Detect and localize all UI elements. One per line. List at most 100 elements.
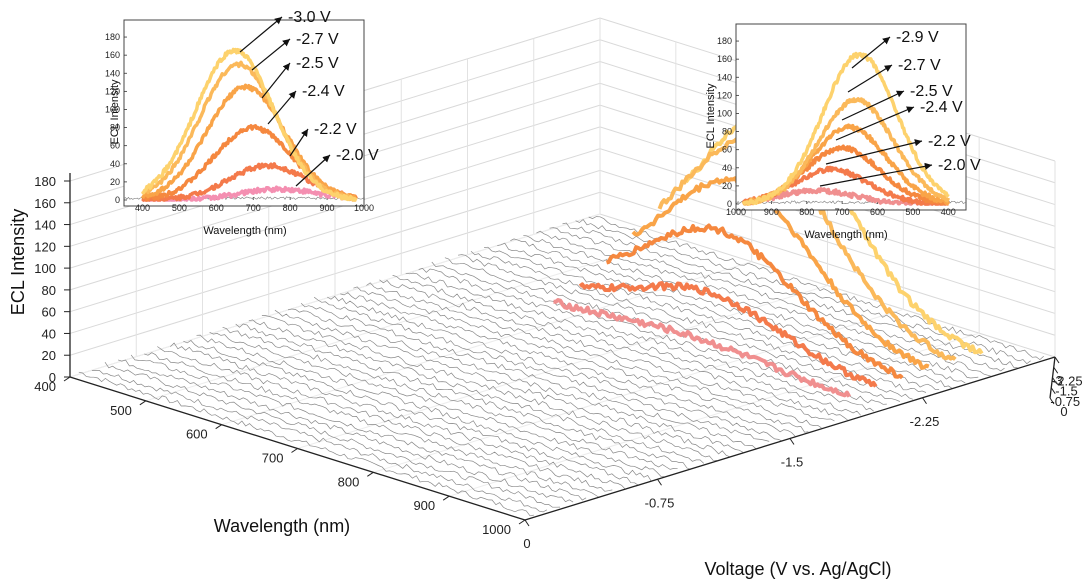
- voltage-label: -2.0 V: [336, 147, 379, 164]
- inset-y-tick-label: 100: [105, 104, 120, 114]
- inset-right-xlabel: Wavelength (nm): [804, 229, 887, 241]
- voltage-tick-label: 0: [1060, 404, 1067, 419]
- baseline-trace: [340, 292, 796, 437]
- baseline-trace: [418, 267, 874, 412]
- inset-series: [742, 51, 950, 206]
- voltage-arrow: [239, 16, 283, 53]
- voltage-tick-mark: [1050, 387, 1056, 395]
- wavelength-tick-mark: [291, 448, 298, 453]
- voltage-label: -2.4 V: [920, 99, 963, 116]
- inset-x-tick-label: 400: [941, 207, 956, 217]
- baseline-noise-layer: [78, 216, 1044, 517]
- wavelength-tick-label: 900: [413, 498, 435, 513]
- inset-y-tick-label: 20: [110, 177, 120, 187]
- z-tick-label: 140: [34, 218, 56, 233]
- voltage-arrow: [841, 90, 905, 121]
- baseline-trace: [170, 342, 626, 490]
- inset-series: [140, 83, 358, 201]
- emission-series: [553, 298, 852, 398]
- voltage-label: -2.2 V: [928, 133, 971, 150]
- inset-right-frame: [735, 23, 967, 211]
- inset-y-tick-label: 120: [105, 86, 120, 96]
- grid-line: [145, 237, 676, 402]
- z-axis-title: ECL Intensity: [8, 209, 28, 315]
- wavelength-tick-label: 400: [34, 379, 56, 394]
- voltage-label: -2.4 V: [302, 83, 345, 100]
- inset-y-tick-label: 0: [727, 199, 732, 209]
- inset-x-tick-label: 900: [320, 203, 335, 213]
- inset-y-tick-label: 140: [105, 68, 120, 78]
- baseline-trace: [366, 282, 822, 429]
- inset-x-tick-label: 500: [905, 207, 920, 217]
- inset-x-tick-label: 800: [283, 203, 298, 213]
- inset-y-tick-label: 40: [722, 163, 732, 173]
- voltage-tick-mark: [789, 438, 795, 445]
- baseline-trace: [144, 352, 600, 498]
- voltage-tick-mark: [1049, 397, 1055, 405]
- voltage-tick-mark: [1052, 377, 1057, 384]
- inset-y-tick-label: 40: [110, 159, 120, 169]
- inset-y-tick-label: 120: [717, 90, 732, 100]
- inset-y-tick-label: 80: [722, 127, 732, 137]
- inset-y-tick-label: 180: [717, 36, 732, 46]
- baseline-trace: [327, 295, 783, 442]
- baseline-trace: [287, 308, 744, 453]
- wavelength-tick-label: 500: [110, 403, 132, 418]
- voltage-arrow: [851, 36, 891, 69]
- baseline-trace: [274, 309, 731, 458]
- emission-series: [631, 176, 930, 370]
- baseline-trace: [209, 331, 665, 478]
- baseline-trace: [235, 323, 691, 470]
- series-layer: [553, 106, 984, 398]
- voltage-label: -2.2 V: [314, 121, 357, 138]
- inset-x-tick-label: 1000: [726, 207, 746, 217]
- wavelength-tick-mark: [442, 495, 450, 501]
- inset-y-tick-label: 0: [115, 195, 120, 205]
- voltage-arrow: [847, 64, 893, 93]
- voltage-label: -3.0 V: [288, 9, 331, 26]
- voltage-arrow: [819, 162, 933, 187]
- baseline-trace: [157, 346, 613, 492]
- voltage-label: -2.7 V: [898, 57, 941, 74]
- axis-layer: 0 20 40 60 80 100 120 140 160 180 400 500 600 700 800 9…: [34, 173, 1083, 551]
- voltage-arrow: [835, 106, 915, 141]
- voltage-tick-label: -2.25: [910, 414, 940, 429]
- voltage-tick-label: -0.75: [645, 495, 675, 510]
- voltage-tick-label: -2.25: [1053, 373, 1083, 388]
- voltage-tick-label: -0.75: [1050, 394, 1080, 409]
- grid-line: [449, 332, 980, 497]
- z-tick-label: 180: [34, 174, 56, 189]
- voltage-tick-label: -1.5: [1055, 384, 1077, 399]
- voltage-label: -2.0 V: [938, 157, 981, 174]
- inset-x-tick-label: 600: [209, 203, 224, 213]
- inset-x-tick-label: 900: [764, 207, 779, 217]
- z-tick-label: 40: [42, 326, 56, 341]
- baseline-trace: [222, 326, 678, 470]
- inset-x-tick-label: 700: [835, 207, 850, 217]
- baseline-trace: [313, 296, 770, 442]
- voltage-tick-label: 0: [523, 536, 530, 551]
- inset-x-tick-label: 1000: [354, 203, 374, 213]
- wavelength-tick-mark: [215, 424, 222, 430]
- inset-y-tick-label: 60: [722, 145, 732, 155]
- z-tick-label: 80: [42, 283, 56, 298]
- inset-y-tick-label: 180: [105, 32, 120, 42]
- inset-left-series: [123, 47, 364, 202]
- inset-left-chart: ECL Intensity Wavelength (nm) 400 500 600 7…: [105, 9, 379, 237]
- inset-right-chart: ECL Intensity Wavelength (nm) 1000 900 800…: [705, 23, 981, 241]
- inset-right-voltage-labels: -2.9 V -2.7 V -2.5 V-2.4 V -2.2 V -2.0 V: [819, 29, 981, 187]
- voltage-tick-mark: [1054, 356, 1060, 364]
- voltage-arrow: [289, 128, 309, 157]
- wavelength-tick-mark: [367, 471, 374, 477]
- inset-x-tick-label: 400: [135, 203, 150, 213]
- wavelength-axis-title: Wavelength (nm): [214, 516, 350, 536]
- baseline-trace: [104, 362, 561, 508]
- baseline-trace: [248, 319, 705, 464]
- z-tick-label: 20: [42, 348, 56, 363]
- inset-y-tick-label: 80: [110, 123, 120, 133]
- wavelength-tick-mark: [139, 400, 147, 406]
- inset-left-ticks: 400 500 600 700 800 900 1000 0 20 40 60 80 100 120 140…: [105, 32, 374, 213]
- voltage-tick-mark: [1053, 366, 1059, 374]
- voltage-tick-label: -1.5: [781, 455, 803, 470]
